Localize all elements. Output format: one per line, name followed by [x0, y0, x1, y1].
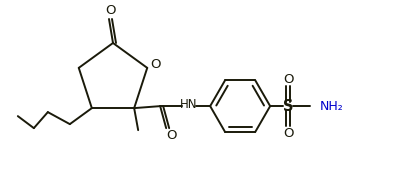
Text: S: S [283, 99, 294, 114]
Text: O: O [105, 5, 115, 17]
Text: O: O [283, 73, 294, 86]
Text: O: O [150, 58, 160, 71]
Text: HN: HN [179, 98, 197, 111]
Text: NH₂: NH₂ [320, 100, 344, 113]
Text: O: O [283, 127, 294, 140]
Text: O: O [166, 129, 176, 142]
